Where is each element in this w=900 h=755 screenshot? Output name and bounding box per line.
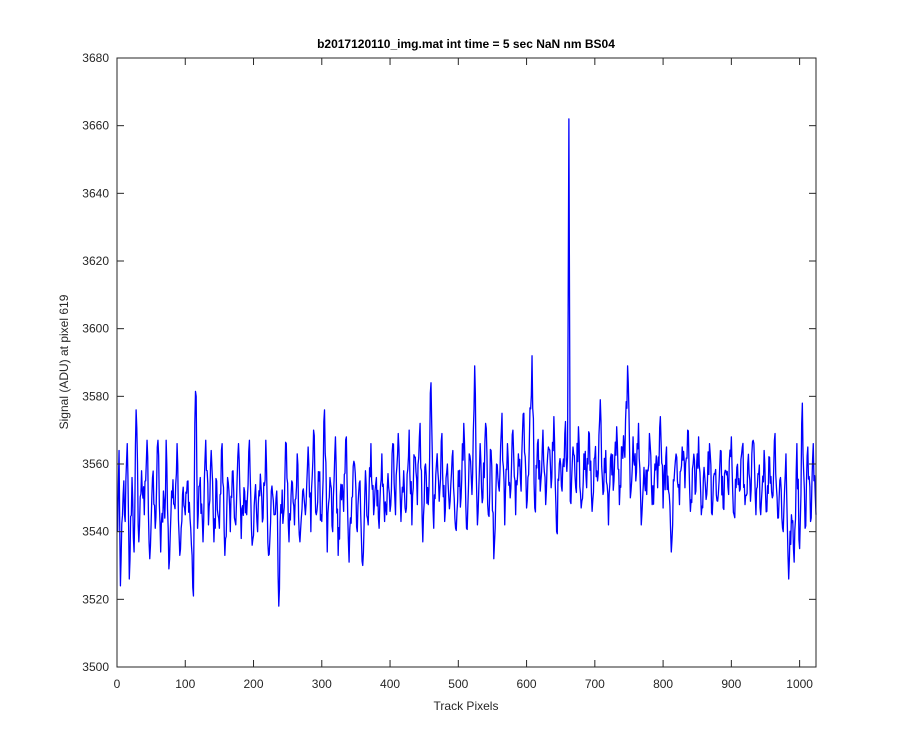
y-tick-label: 3560 bbox=[82, 457, 109, 471]
series-layer bbox=[117, 118, 817, 607]
x-tick-label: 700 bbox=[585, 677, 605, 691]
x-tick-label: 600 bbox=[517, 677, 537, 691]
plot-area: 0 100 200 300 400 500 600 700 800 900 1000 3500 3520… bbox=[82, 51, 817, 691]
y-tick-label: 3580 bbox=[82, 389, 109, 403]
y-tick-label: 3520 bbox=[82, 592, 109, 606]
x-tick-label: 900 bbox=[721, 677, 741, 691]
x-tick-label: 500 bbox=[448, 677, 468, 691]
tick-layer: 0 100 200 300 400 500 600 700 800 900 1000 3500 3520… bbox=[82, 51, 816, 691]
series-line-0 bbox=[117, 118, 817, 607]
x-tick-label: 1000 bbox=[786, 677, 813, 691]
x-tick-label: 300 bbox=[312, 677, 332, 691]
y-tick-label: 3680 bbox=[82, 51, 109, 65]
y-tick-label: 3660 bbox=[82, 119, 109, 133]
axes-background bbox=[117, 58, 816, 667]
axes-frame bbox=[116, 57, 817, 668]
y-axis-label: Signal (ADU) at pixel 619 bbox=[57, 294, 71, 429]
y-tick-label: 3600 bbox=[82, 322, 109, 336]
y-tick-label: 3500 bbox=[82, 660, 109, 674]
x-tick-label: 100 bbox=[175, 677, 195, 691]
y-tick-label: 3640 bbox=[82, 186, 109, 200]
y-tick-label: 3540 bbox=[82, 525, 109, 539]
y-tick-label: 3620 bbox=[82, 254, 109, 268]
x-tick-label: 0 bbox=[114, 677, 121, 691]
x-axis-label: Track Pixels bbox=[434, 699, 499, 713]
x-tick-label: 200 bbox=[244, 677, 264, 691]
x-tick-label: 400 bbox=[380, 677, 400, 691]
chart-title: b2017120110_img.mat int time = 5 sec NaN… bbox=[317, 37, 615, 51]
x-tick-label: 800 bbox=[653, 677, 673, 691]
